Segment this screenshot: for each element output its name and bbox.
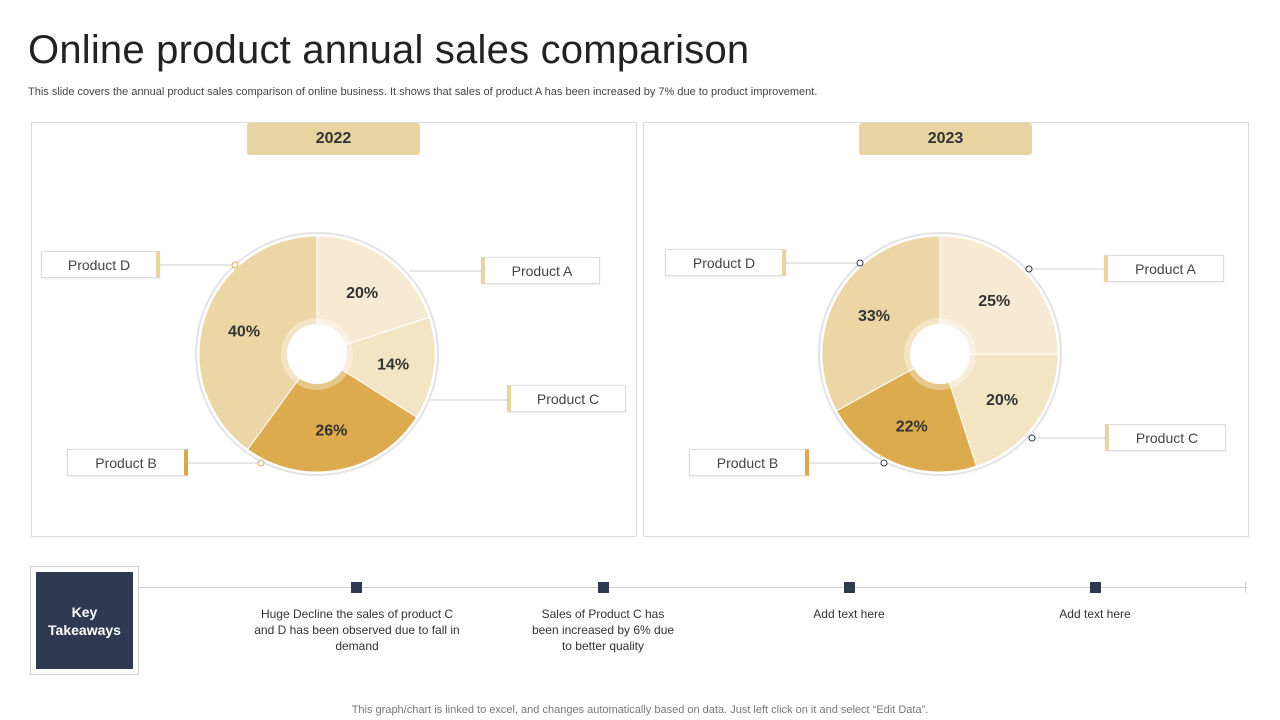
key-takeaways-box: Key Takeaways [30, 566, 139, 675]
connector-dot-product-b [880, 459, 888, 467]
callout-product-b: Product B [689, 449, 809, 476]
slice-label-product-b: 22% [896, 418, 928, 435]
callout-product-a: Product A [1104, 255, 1224, 282]
callout-product-d: Product D [41, 251, 160, 278]
chart-panel-2023: 2023 25% 20% 22% 33% Product D Product A Pr… [643, 122, 1249, 537]
page-title: Online product annual sales comparison [28, 28, 750, 72]
timeline-marker [844, 582, 855, 593]
donut-hole [287, 324, 347, 384]
slice-label-product-d: 33% [858, 308, 890, 325]
timeline-end-tick [1245, 582, 1246, 593]
slice-product-c[interactable] [315, 316, 436, 418]
takeaway-point-4: Add text here [1059, 607, 1131, 621]
donut-chart-2023[interactable]: 25% 20% 22% 33% [644, 123, 1250, 538]
slice-product-a[interactable] [939, 235, 1059, 355]
key-takeaways-heading: Key Takeaways [36, 572, 133, 669]
callout-product-c: Product C [1105, 424, 1226, 451]
callout-product-c: Product C [507, 385, 626, 412]
timeline-marker [351, 582, 362, 593]
connector-dot-product-d [231, 261, 239, 269]
connector-dot-product-d [856, 259, 864, 267]
callout-product-b: Product B [67, 449, 188, 476]
connector-dot-product-b [257, 459, 265, 467]
footer-note: This graph/chart is linked to excel, and… [351, 704, 929, 716]
key-takeaways-label: Key Takeaways [48, 603, 121, 638]
slice-label-product-a: 25% [978, 293, 1010, 310]
connector-dot-product-c [1028, 434, 1036, 442]
slice-product-c[interactable] [939, 353, 1059, 467]
donut-labels: 25% 20% 22% 33% [858, 293, 1018, 436]
slice-label-product-c: 14% [377, 357, 409, 374]
slice-product-d[interactable] [821, 235, 941, 412]
slice-product-a[interactable] [316, 235, 430, 355]
donut-hole [910, 324, 970, 384]
timeline-line [139, 587, 1247, 588]
connector-dot-product-a [1025, 265, 1033, 273]
chart-panel-2022: 2022 20% 14% 26% 40% Product D Product A Pr… [31, 122, 637, 537]
timeline-marker [1090, 582, 1101, 593]
donut-slices [198, 235, 436, 473]
timeline-marker [598, 582, 609, 593]
takeaway-point-3: Add text here [813, 607, 885, 621]
takeaway-point-1: Huge Decline the sales of product C and … [254, 607, 460, 653]
takeaway-point-2: Sales of Product C has been increased by… [531, 607, 675, 653]
slice-product-b[interactable] [246, 353, 418, 473]
slice-label-product-c: 20% [986, 392, 1018, 409]
year-header-2023: 2023 [859, 123, 1032, 155]
year-header-2022: 2022 [247, 123, 420, 155]
page-subtitle: This slide covers the annual product sal… [28, 86, 818, 98]
callout-product-a: Product A [481, 257, 600, 284]
chart-outer-ring [195, 232, 439, 476]
chart-outer-ring [818, 232, 1062, 476]
slice-label-product-b: 26% [315, 422, 347, 439]
slice-label-product-d: 40% [228, 323, 260, 340]
slice-label-product-a: 20% [346, 285, 378, 302]
donut-labels: 20% 14% 26% 40% [228, 285, 409, 439]
callout-product-d: Product D [665, 249, 786, 276]
slice-product-d[interactable] [198, 235, 318, 451]
donut-chart-2022[interactable]: 20% 14% 26% 40% [32, 123, 638, 538]
